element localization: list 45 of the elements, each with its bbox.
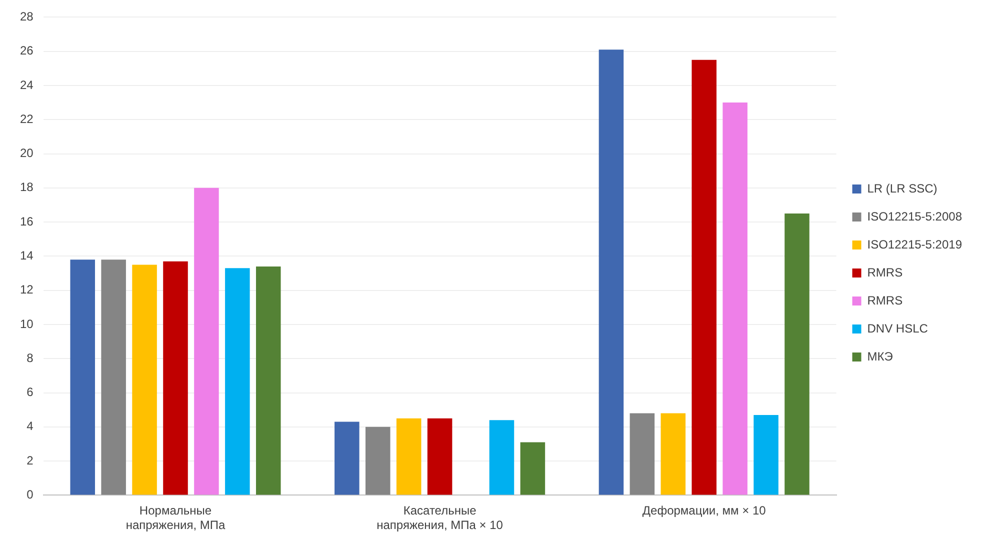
legend-label: МКЭ xyxy=(867,349,894,364)
bar xyxy=(256,266,281,495)
bar xyxy=(365,426,390,495)
bar xyxy=(630,413,655,495)
y-tick-label: 12 xyxy=(20,282,34,297)
y-tick-label: 26 xyxy=(20,44,34,58)
bar xyxy=(70,260,95,495)
y-tick-label: 22 xyxy=(20,112,34,126)
bar xyxy=(194,188,219,495)
bar xyxy=(427,418,452,495)
bar xyxy=(163,261,188,495)
x-tick-label: Нормальные напряжения, МПа xyxy=(126,504,226,532)
legend-label: ISO12215-5:2019 xyxy=(867,237,962,252)
y-tick-label: 6 xyxy=(26,385,34,400)
bar xyxy=(334,422,360,495)
legend-label: ISO12215-5:2008 xyxy=(867,209,962,224)
bar xyxy=(754,414,778,495)
legend-label: LR (LR SSC) xyxy=(867,181,938,196)
x-tick-label: Деформации, мм × 10 xyxy=(642,504,766,518)
bar xyxy=(225,268,250,495)
legend-label: RMRS xyxy=(867,265,903,280)
legend-label: RMRS xyxy=(867,293,903,308)
bar xyxy=(784,214,810,495)
y-tick-label: 0 xyxy=(26,488,34,502)
y-tick-label: 24 xyxy=(20,78,34,92)
x-tick-label: Касательные напряжения, МПа × 10 xyxy=(376,504,504,532)
y-tick-label: 16 xyxy=(20,214,34,228)
y-tick-label: 2 xyxy=(26,453,34,468)
bar xyxy=(692,60,716,495)
y-tick-label: 10 xyxy=(20,316,34,331)
bar xyxy=(396,418,422,495)
bar xyxy=(722,102,748,495)
y-tick-label: 4 xyxy=(26,419,34,434)
y-tick-label: 20 xyxy=(20,146,34,160)
y-tick-label: 28 xyxy=(20,10,34,24)
y-tick-label: 14 xyxy=(20,248,34,263)
bar xyxy=(132,264,157,495)
bar xyxy=(489,420,514,495)
bar xyxy=(101,260,126,495)
y-tick-label: 8 xyxy=(26,350,34,365)
legend-label: DNV HSLC xyxy=(867,321,928,336)
bar xyxy=(598,50,624,495)
bar xyxy=(520,442,546,495)
bar xyxy=(660,413,686,495)
y-tick-label: 18 xyxy=(20,180,34,194)
